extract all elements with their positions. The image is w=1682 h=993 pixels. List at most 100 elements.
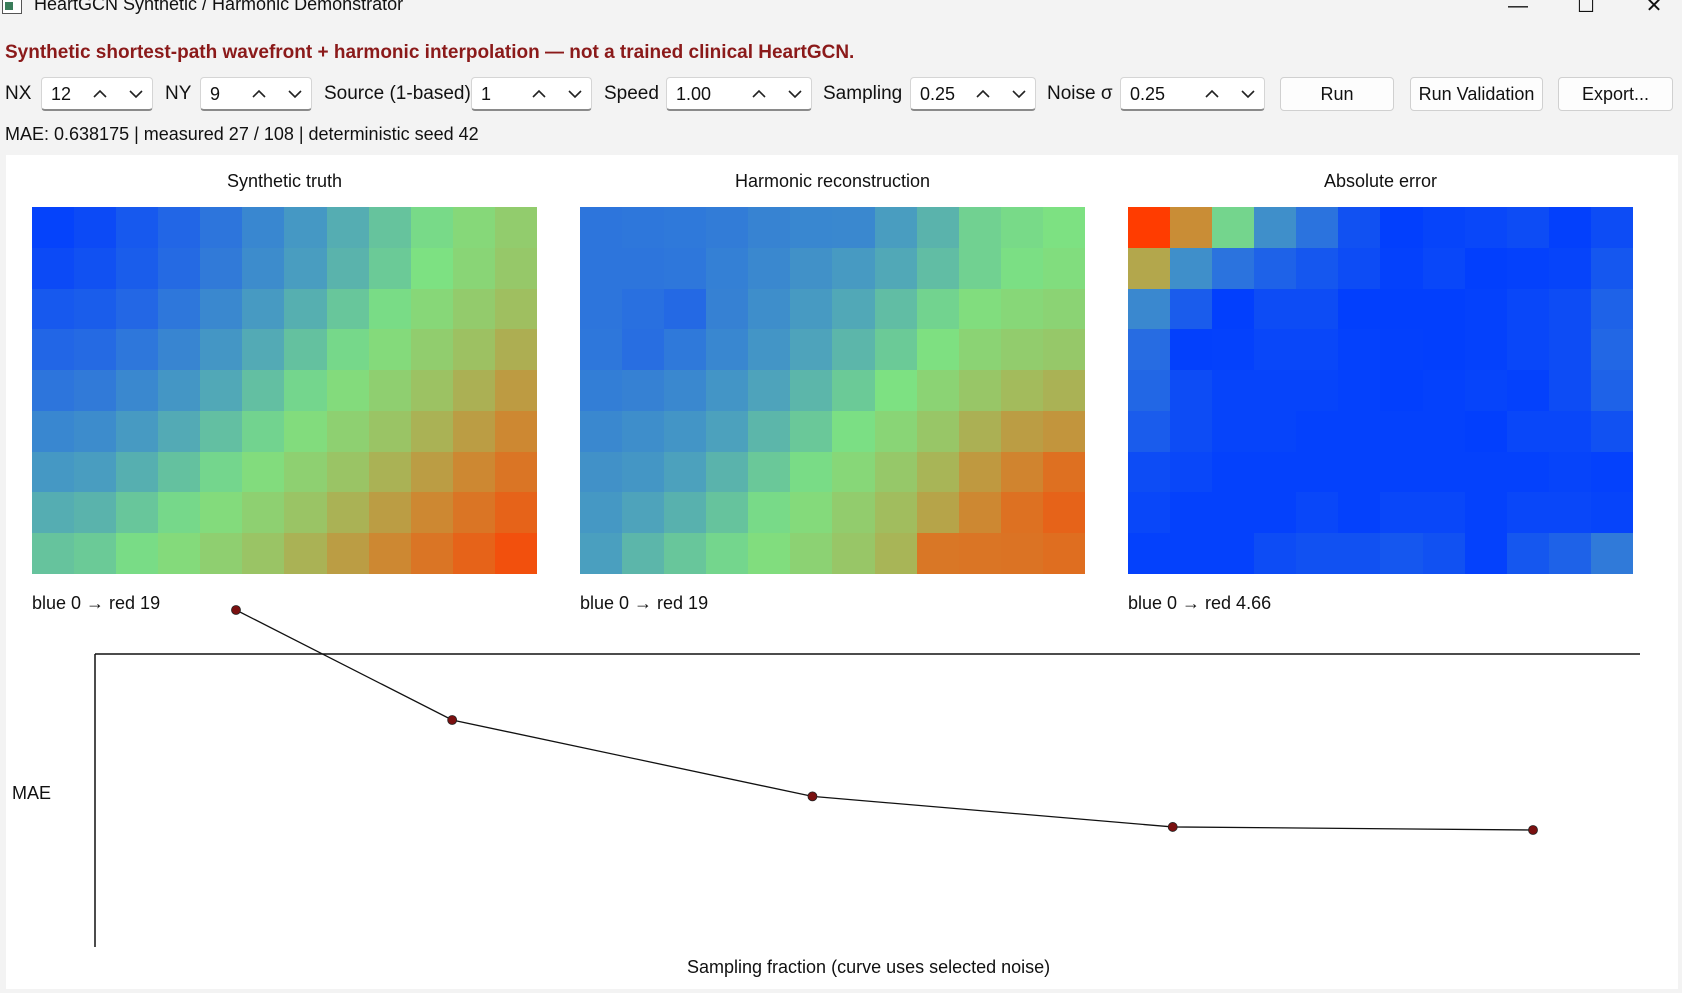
heatmap-cell: [74, 533, 117, 574]
heatmap-cell: [368, 370, 411, 411]
heatmap-cell: [410, 288, 453, 330]
nx-spinbox[interactable]: 12: [41, 77, 153, 111]
ny-value[interactable]: 9: [210, 84, 221, 104]
speed-spinbox[interactable]: 1.00: [666, 77, 812, 111]
chevron-down-icon[interactable]: [563, 82, 587, 106]
maximize-button[interactable]: ☐: [1577, 0, 1595, 17]
chevron-down-icon[interactable]: [1007, 82, 1031, 106]
heatmap-cell: [1000, 451, 1043, 493]
heatmap-cell: [958, 370, 1001, 411]
heatmap-cell: [368, 288, 411, 330]
heatmap-cell: [74, 492, 117, 534]
heatmap-cell: [326, 533, 369, 574]
chevron-down-icon[interactable]: [1236, 82, 1260, 106]
heatmap-cell: [284, 207, 327, 248]
heatmap-cell: [958, 247, 1001, 289]
heatmap-cell: [1338, 329, 1381, 371]
chevron-up-icon[interactable]: [88, 82, 112, 106]
chevron-up-icon[interactable]: [527, 82, 551, 106]
heatmap-cell: [1380, 370, 1423, 411]
heatmap-cell: [74, 329, 117, 371]
chevron-down-icon[interactable]: [124, 82, 148, 106]
heatmap-cell: [1000, 370, 1043, 411]
heatmap-cell: [832, 492, 875, 534]
heatmap-cell: [958, 451, 1001, 493]
heatmap-cell: [1464, 329, 1507, 371]
heatmap-cell: [200, 370, 243, 411]
heatmap-cell: [1548, 370, 1591, 411]
run-validation-button[interactable]: Run Validation: [1410, 77, 1543, 111]
heatmap-cell: [116, 451, 159, 493]
heatmap-cell: [832, 329, 875, 371]
heatmap-cell: [494, 329, 537, 371]
heatmap-cell: [1590, 288, 1633, 330]
source-value[interactable]: 1: [481, 84, 492, 104]
heatmap-cell: [706, 492, 749, 534]
heatmap-cell: [326, 207, 369, 248]
heatmap-cell: [368, 410, 411, 452]
ny-label: NY: [165, 83, 192, 104]
heatmap-cell: [748, 492, 791, 534]
heatmap-cell: [1170, 247, 1213, 289]
heatmap-cell: [1464, 247, 1507, 289]
close-button[interactable]: ✕: [1645, 0, 1663, 17]
heatmap-cell: [1380, 533, 1423, 574]
heatmap-cell: [1422, 451, 1465, 493]
sampling-value[interactable]: 0.25: [920, 84, 956, 104]
nx-value[interactable]: 12: [51, 84, 72, 104]
heatmap-cell: [1548, 492, 1591, 534]
chevron-up-icon[interactable]: [747, 82, 771, 106]
noise-value[interactable]: 0.25: [1130, 84, 1166, 104]
heatmap-cell: [664, 370, 707, 411]
heatmap-cell: [916, 329, 959, 371]
heatmap-cell: [1548, 288, 1591, 330]
heatmap-cell: [1548, 329, 1591, 371]
heatmap-cell: [580, 370, 623, 411]
heatmap-cell: [158, 492, 201, 534]
heatmap-cell: [1128, 329, 1171, 371]
heatmap-cell: [748, 533, 791, 574]
heatmap-cell: [748, 451, 791, 493]
heatmap-cell: [622, 329, 665, 371]
chevron-down-icon[interactable]: [783, 82, 807, 106]
export-button[interactable]: Export...: [1558, 77, 1673, 111]
heatmap-cell: [748, 410, 791, 452]
heatmap-cell: [832, 207, 875, 248]
heatmap-cell: [1042, 410, 1085, 452]
speed-value[interactable]: 1.00: [676, 84, 712, 104]
heatmap-cell: [664, 247, 707, 289]
chevron-up-icon[interactable]: [971, 82, 995, 106]
heatmap-cell: [32, 370, 75, 411]
run-button[interactable]: Run: [1280, 77, 1394, 111]
ny-spinbox[interactable]: 9: [200, 77, 312, 111]
heatmap-cell: [284, 247, 327, 289]
heatmap-cell: [1042, 492, 1085, 534]
heatmap-cell: [452, 207, 495, 248]
heatmap-cell: [1506, 247, 1549, 289]
heatmap-cell: [916, 288, 959, 330]
chevron-up-icon[interactable]: [1200, 82, 1224, 106]
heatmap-cell: [580, 329, 623, 371]
minimize-button[interactable]: —: [1508, 0, 1528, 17]
heatmap-cell: [158, 410, 201, 452]
noise-spinbox[interactable]: 0.25: [1120, 77, 1265, 111]
heatmap-cell: [958, 492, 1001, 534]
heatmap-cell: [916, 247, 959, 289]
heatmap-cell: [748, 207, 791, 248]
heatmap-cell: [1464, 288, 1507, 330]
heatmap-cell: [1170, 370, 1213, 411]
heatmap-cell: [200, 247, 243, 289]
heatmap-cell: [1000, 533, 1043, 574]
heatmap-cell: [748, 329, 791, 371]
heatmap-cell: [664, 451, 707, 493]
heatmap-cell: [790, 207, 833, 248]
heatmap-cell: [832, 370, 875, 411]
heatmap-cell: [32, 207, 75, 248]
source-spinbox[interactable]: 1: [471, 77, 592, 111]
heatmap-cell: [1042, 288, 1085, 330]
chevron-down-icon[interactable]: [283, 82, 307, 106]
heatmap-cell: [116, 492, 159, 534]
sampling-spinbox[interactable]: 0.25: [910, 77, 1036, 111]
chevron-up-icon[interactable]: [247, 82, 271, 106]
heatmap-cell: [832, 451, 875, 493]
